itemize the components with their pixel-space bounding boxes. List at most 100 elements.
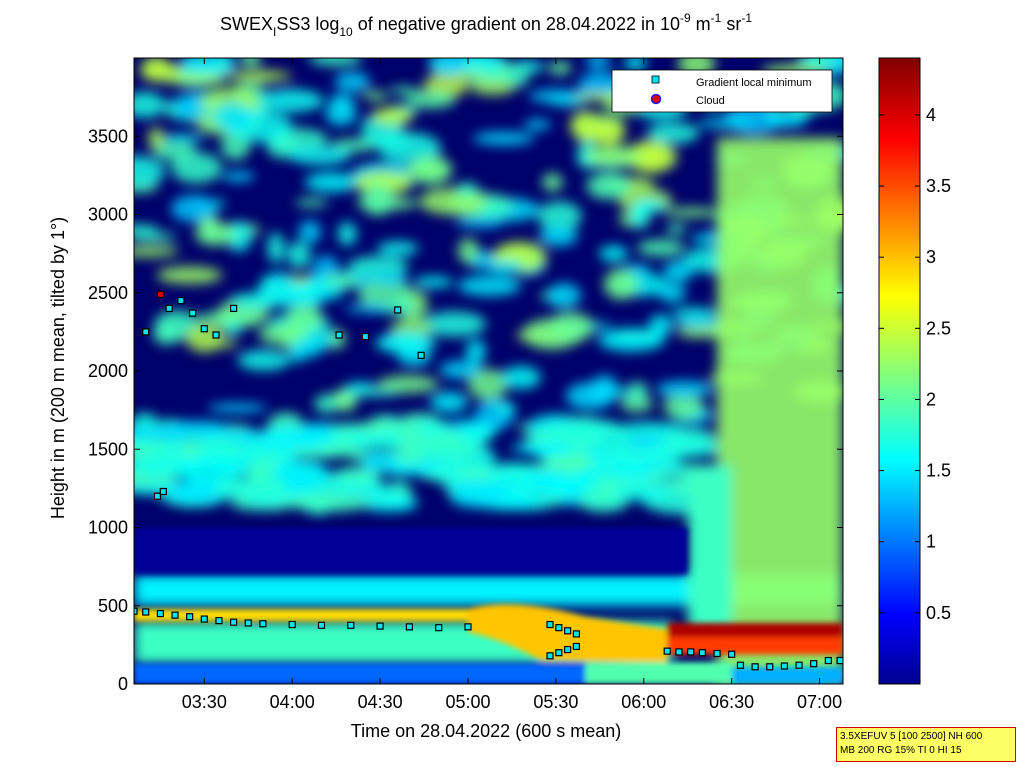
texture-patch — [585, 58, 611, 69]
gradient-min-marker — [810, 660, 818, 668]
texture-patch — [134, 155, 165, 188]
heatmap-texture — [134, 58, 843, 684]
texture-patch — [377, 241, 419, 256]
texture-patch — [455, 217, 504, 229]
y-tick-label: 1500 — [88, 439, 128, 459]
texture-patch — [361, 183, 395, 216]
gradient-min-marker — [824, 656, 832, 665]
gradient-min-marker — [171, 611, 179, 619]
texture-patch — [362, 90, 388, 101]
texture-patch — [449, 485, 504, 508]
info-box-line-1: 3.5XEFUV 5 [100 2500] NH 600 — [840, 731, 983, 742]
texture-patch — [152, 140, 197, 161]
texture-patch — [287, 146, 352, 165]
texture-patch — [163, 133, 206, 142]
texture-band — [717, 138, 843, 684]
texture-patch — [330, 138, 376, 152]
texture-patch — [221, 171, 255, 182]
x-tick-label: 05:30 — [533, 692, 578, 712]
texture-patch — [257, 279, 280, 304]
surface-band-right — [731, 666, 843, 684]
texture-patch — [337, 221, 357, 246]
texture-patch — [368, 489, 407, 505]
colorbar-ticks: 0.5 1 1.5 2 2.5 3 3.5 4 — [879, 105, 951, 623]
texture-patch — [360, 452, 399, 473]
texture-patch — [439, 360, 482, 379]
gradient-min-marker — [159, 487, 167, 496]
x-tick-label: 04:30 — [358, 692, 403, 712]
texture-patch — [548, 60, 572, 76]
heatmap — [134, 58, 843, 684]
gradient-min-marker — [736, 661, 745, 669]
texture-patch — [308, 58, 363, 66]
gradient-min-marker — [555, 649, 563, 657]
texture-patch — [196, 439, 236, 451]
texture-patch — [148, 127, 165, 150]
texture-patch — [224, 321, 242, 336]
gradient-min-marker — [435, 624, 443, 632]
texture-patch — [170, 194, 218, 223]
gradient-min-marker — [347, 621, 355, 629]
colorbar-tick-label: 3 — [926, 247, 936, 267]
texture-patch — [510, 442, 576, 454]
gradient-min-marker — [464, 623, 472, 631]
texture-patch — [445, 479, 525, 491]
surface-band — [134, 663, 586, 684]
info-box: 3.5XEFUV 5 [100 2500] NH 600 MB 200 RG 1… — [836, 727, 1016, 762]
texture-patch — [286, 492, 373, 512]
texture-patch — [456, 182, 479, 197]
texture-patch — [637, 239, 685, 257]
gradient-min-marker — [555, 624, 563, 632]
texture-patch — [472, 131, 535, 146]
texture-patch — [171, 152, 223, 184]
gradient-min-marker — [546, 652, 554, 660]
texture-patch — [586, 172, 632, 200]
texture-patch — [357, 280, 414, 310]
texture-patch — [457, 275, 522, 297]
y-tick-label: 1000 — [88, 518, 128, 538]
sharp-layers — [134, 527, 843, 684]
texture-patch — [319, 479, 384, 493]
texture-patch — [421, 311, 487, 337]
clear-layer — [134, 527, 688, 575]
texture-patch — [626, 381, 649, 401]
y-tick-label: 2000 — [88, 361, 128, 381]
texture-patch — [314, 394, 340, 414]
cloud-marker — [156, 290, 164, 298]
texture-patch — [271, 460, 330, 486]
texture-patch — [538, 225, 578, 247]
legend-label-cloud: Cloud — [696, 95, 725, 107]
texture-patch — [673, 317, 723, 329]
gradient-min-marker — [200, 615, 208, 623]
chart-title: SWEXISS3 log10 of negative gradient on 2… — [220, 11, 752, 39]
texture-patch — [410, 155, 453, 185]
texture-patch — [418, 419, 451, 437]
texture-patch — [334, 71, 371, 92]
texture-patch — [528, 89, 588, 103]
texture-band — [687, 464, 732, 638]
texture-patch — [599, 245, 628, 263]
gradient-min-marker — [361, 332, 370, 341]
colorbar: 0.5 1 1.5 2 2.5 3 3.5 4 — [878, 57, 951, 685]
gradient-min-marker — [177, 296, 185, 305]
texture-patch — [374, 337, 438, 351]
gradient-min-marker — [376, 622, 384, 630]
gradient-min-marker — [394, 306, 402, 314]
x-tick-label: 06:00 — [621, 692, 666, 712]
x-tick-label: 07:00 — [797, 692, 842, 712]
gradient-min-marker — [698, 649, 706, 657]
texture-patch — [542, 418, 624, 440]
texture-patch — [252, 71, 275, 83]
texture-patch — [655, 380, 714, 398]
x-tick-label: 03:30 — [182, 692, 227, 712]
y-tick-label: 2500 — [88, 283, 128, 303]
texture-patch — [298, 422, 335, 442]
texture-patch — [195, 311, 263, 326]
texture-patch — [632, 199, 667, 213]
texture-patch — [428, 58, 467, 77]
strong-gradient-core — [667, 637, 843, 655]
legend-box — [611, 69, 833, 113]
texture-patch — [240, 58, 261, 68]
colorbar-tick-label: 2.5 — [926, 318, 951, 338]
texture-patch — [548, 312, 595, 343]
